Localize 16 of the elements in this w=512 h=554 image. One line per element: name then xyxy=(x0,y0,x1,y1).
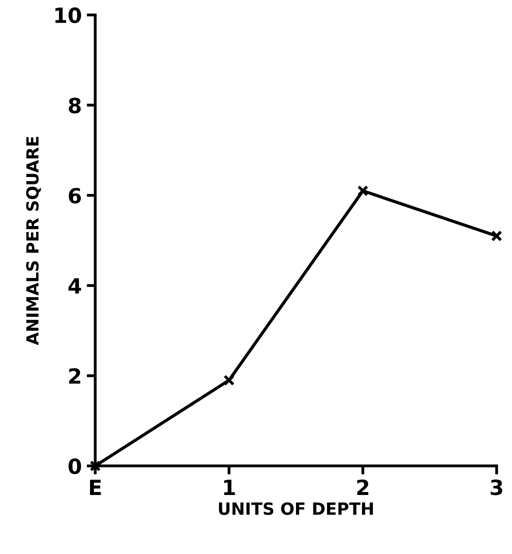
y-tick-label: 6 xyxy=(68,188,81,204)
x-tick-label: E xyxy=(90,480,101,495)
x-tick-label: 2 xyxy=(357,479,368,495)
y-axis-title: ANIMALS PER SQUARE xyxy=(26,136,41,346)
y-tick-label: 10 xyxy=(55,7,82,24)
point xyxy=(90,460,101,472)
y-tick-label: 2 xyxy=(69,368,80,384)
x-tick-label: 1 xyxy=(224,480,235,495)
x-axis-title: UNITS OF DEPTH xyxy=(218,502,373,515)
y-tick-label: 4 xyxy=(68,278,82,294)
point xyxy=(491,230,502,242)
point xyxy=(223,374,235,386)
y-tick-label: 0 xyxy=(68,458,82,474)
x-tick-label: 3 xyxy=(490,479,502,496)
y-tick-label: 8 xyxy=(68,98,81,114)
point xyxy=(357,185,368,196)
